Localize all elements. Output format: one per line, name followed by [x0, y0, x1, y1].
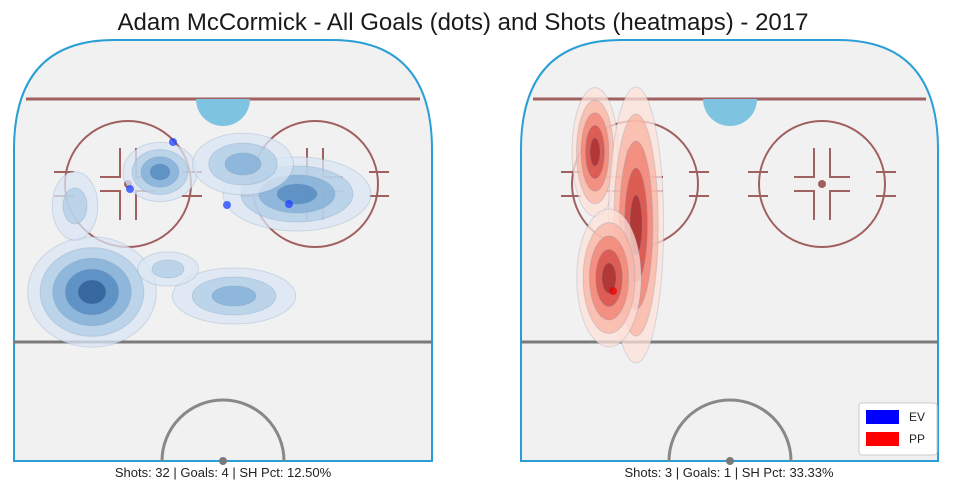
rink-pp-center-dot	[726, 457, 734, 465]
ev-goal-dot	[169, 138, 177, 146]
rink-ev-center-circle	[160, 398, 286, 462]
rink-pp-center-circle	[667, 398, 793, 462]
caption-pp: Shots: 3 | Goals: 1 | SH Pct: 33.33%	[624, 465, 834, 480]
pp-shot-contour	[589, 137, 601, 167]
legend: EV PP	[858, 402, 938, 456]
rink-ev-crease	[196, 99, 250, 126]
ev-shot-contour	[149, 163, 171, 181]
rink-pp-crease	[703, 99, 757, 126]
caption-ev: Shots: 32 | Goals: 4 | SH Pct: 12.50%	[115, 465, 332, 480]
ev-shot-contour	[151, 259, 185, 279]
legend-label-pp: PP	[909, 432, 925, 446]
pp-shot-contour	[601, 262, 617, 294]
ev-shot-contour	[224, 152, 262, 176]
ev-shot-contour	[276, 183, 318, 205]
rink-ev-ice	[13, 39, 433, 462]
ev-goal-dot	[223, 201, 231, 209]
pp-goals	[609, 287, 617, 295]
legend-swatch-ev	[866, 410, 899, 424]
rink-pp-faceoff-right	[748, 120, 896, 248]
ev-shot-contour	[62, 187, 88, 225]
legend-swatch-pp	[866, 432, 899, 446]
legend-label-ev: EV	[909, 410, 925, 424]
ev-shot-heatmap	[27, 132, 372, 348]
chart-title: Adam McCormick - All Goals (dots) and Sh…	[118, 9, 809, 36]
pp-shot-heatmap	[571, 86, 665, 364]
rink-pp-dot-right	[818, 180, 826, 188]
rink-pp	[520, 39, 939, 465]
rink-ev-center-dot	[219, 457, 227, 465]
ev-goal-dot	[126, 185, 134, 193]
ev-goals	[126, 138, 293, 209]
ev-goal-dot	[285, 200, 293, 208]
ev-shot-contour	[211, 285, 257, 307]
pp-goal-dot	[609, 287, 617, 295]
ev-shot-contour	[77, 279, 107, 305]
rink-ev	[13, 39, 433, 465]
